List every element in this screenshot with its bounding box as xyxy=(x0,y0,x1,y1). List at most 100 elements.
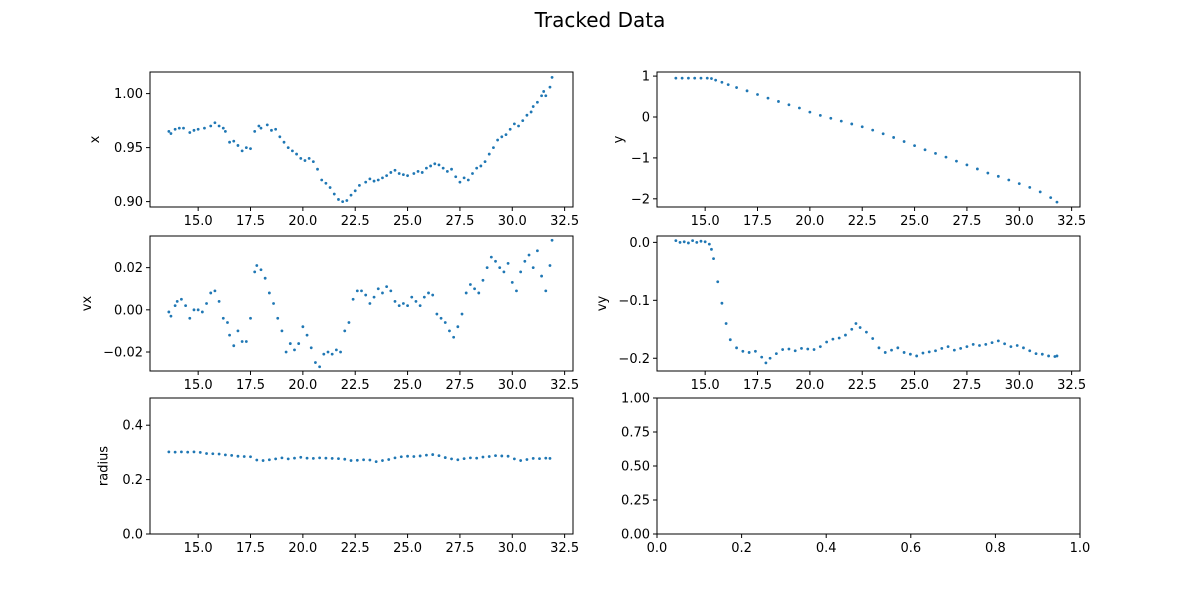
data-point-radius xyxy=(167,450,171,454)
data-point-vx xyxy=(439,316,443,320)
data-point-vy xyxy=(720,301,724,305)
data-point-x xyxy=(341,200,345,204)
data-point-vx xyxy=(431,293,435,297)
data-point-vy xyxy=(837,336,841,340)
y-tick-label-x: 0.95 xyxy=(114,141,143,156)
data-point-vy xyxy=(946,345,950,349)
y-tick-label-empty: 0.25 xyxy=(621,494,650,509)
data-point-vy xyxy=(812,348,816,351)
data-point-x xyxy=(299,157,303,160)
y-tick-label-vy: 0.0 xyxy=(629,236,650,251)
data-point-vy xyxy=(883,351,887,354)
data-point-radius xyxy=(349,459,353,462)
y-tick-label-vy: −0.1 xyxy=(618,294,650,309)
data-point-x xyxy=(286,146,290,150)
data-point-y xyxy=(1049,196,1053,199)
data-point-vy xyxy=(971,342,975,346)
x-tick-label-radius: 32.5 xyxy=(550,541,579,556)
x-tick-label-radius: 22.5 xyxy=(341,541,370,556)
data-point-vx xyxy=(397,304,401,308)
x-tick-label-vy: 22.5 xyxy=(848,378,877,393)
panel-radius: 15.0 17.5 20.0 22.5 25.0 27.5 30.0 32.5 0.0 0.2 0.… xyxy=(96,397,579,556)
data-point-vx xyxy=(347,321,351,324)
data-point-vx xyxy=(506,262,510,265)
x-tick-label-vy: 32.5 xyxy=(1057,378,1086,393)
data-point-x xyxy=(416,169,420,173)
panel-vx: 15.0 17.5 20.0 22.5 25.0 27.5 30.0 32.5 −0.02 0.0… xyxy=(80,235,579,393)
data-point-vy xyxy=(952,348,956,352)
data-point-y xyxy=(1017,182,1021,186)
data-point-radius xyxy=(236,454,240,458)
data-point-radius xyxy=(500,454,504,458)
y-tick-label-radius: 0.0 xyxy=(122,528,143,543)
data-point-x xyxy=(337,198,340,201)
data-point-x xyxy=(433,162,437,166)
data-point-y xyxy=(726,83,730,87)
data-point-vx xyxy=(173,304,177,308)
data-point-vx xyxy=(406,304,409,308)
data-point-vx xyxy=(427,291,430,295)
axes-frame-vy xyxy=(656,235,1081,372)
data-point-vy xyxy=(1047,354,1050,358)
x-tick-label-vy: 25.0 xyxy=(900,378,929,393)
data-point-radius xyxy=(324,456,328,460)
data-point-vy xyxy=(1003,342,1007,346)
data-point-radius xyxy=(548,456,552,460)
x-tick-label-radius: 17.5 xyxy=(236,541,265,556)
data-point-x xyxy=(196,127,200,131)
data-point-vx xyxy=(464,291,468,295)
data-point-x xyxy=(353,189,357,193)
data-point-vx xyxy=(418,304,422,308)
y-tick-label-radius: 0.4 xyxy=(122,419,143,434)
data-point-x xyxy=(274,127,278,131)
data-point-x xyxy=(445,169,449,173)
x-tick-label-y: 30.0 xyxy=(1005,214,1034,229)
data-point-x xyxy=(479,164,483,168)
data-point-radius xyxy=(418,454,422,458)
data-point-y xyxy=(693,76,697,80)
data-point-vy xyxy=(831,337,835,341)
data-point-vx xyxy=(351,297,355,301)
data-point-vy xyxy=(921,351,925,355)
data-point-vx xyxy=(314,361,317,364)
data-point-vx xyxy=(548,264,552,267)
data-point-x xyxy=(203,126,206,130)
data-point-radius xyxy=(437,454,441,458)
data-point-x xyxy=(525,113,529,117)
data-point-x xyxy=(320,178,324,182)
data-point-vy xyxy=(787,347,791,351)
data-point-vx xyxy=(531,266,535,270)
data-point-y xyxy=(902,140,906,143)
data-point-vx xyxy=(192,308,196,312)
y-tick-label-vx: 0.02 xyxy=(114,261,143,276)
data-point-x xyxy=(376,178,380,182)
data-point-radius xyxy=(173,450,177,454)
data-point-y xyxy=(710,77,713,80)
data-point-x xyxy=(540,94,543,98)
y-tick-label-y: −1 xyxy=(631,151,650,166)
data-point-y xyxy=(892,136,896,139)
data-point-vx xyxy=(544,289,548,293)
data-point-vy xyxy=(728,338,732,342)
data-point-radius xyxy=(381,459,384,462)
data-point-y xyxy=(839,119,843,123)
data-point-vx xyxy=(309,346,313,350)
data-point-y xyxy=(871,128,875,132)
data-point-x xyxy=(401,173,405,177)
data-point-vx xyxy=(301,325,305,329)
data-point-vx xyxy=(305,333,309,337)
data-point-y xyxy=(923,148,927,152)
data-point-vy xyxy=(710,247,713,251)
x-tick-label-y: 32.5 xyxy=(1057,214,1086,229)
data-point-y xyxy=(777,100,780,103)
data-point-x xyxy=(462,176,466,180)
data-point-x xyxy=(521,119,525,122)
data-point-radius xyxy=(249,455,252,459)
data-point-vy xyxy=(678,240,682,244)
data-point-y xyxy=(829,116,833,120)
data-point-y xyxy=(1038,190,1042,194)
data-point-vy xyxy=(735,346,738,350)
data-point-x xyxy=(517,124,520,128)
data-point-x xyxy=(385,174,389,178)
